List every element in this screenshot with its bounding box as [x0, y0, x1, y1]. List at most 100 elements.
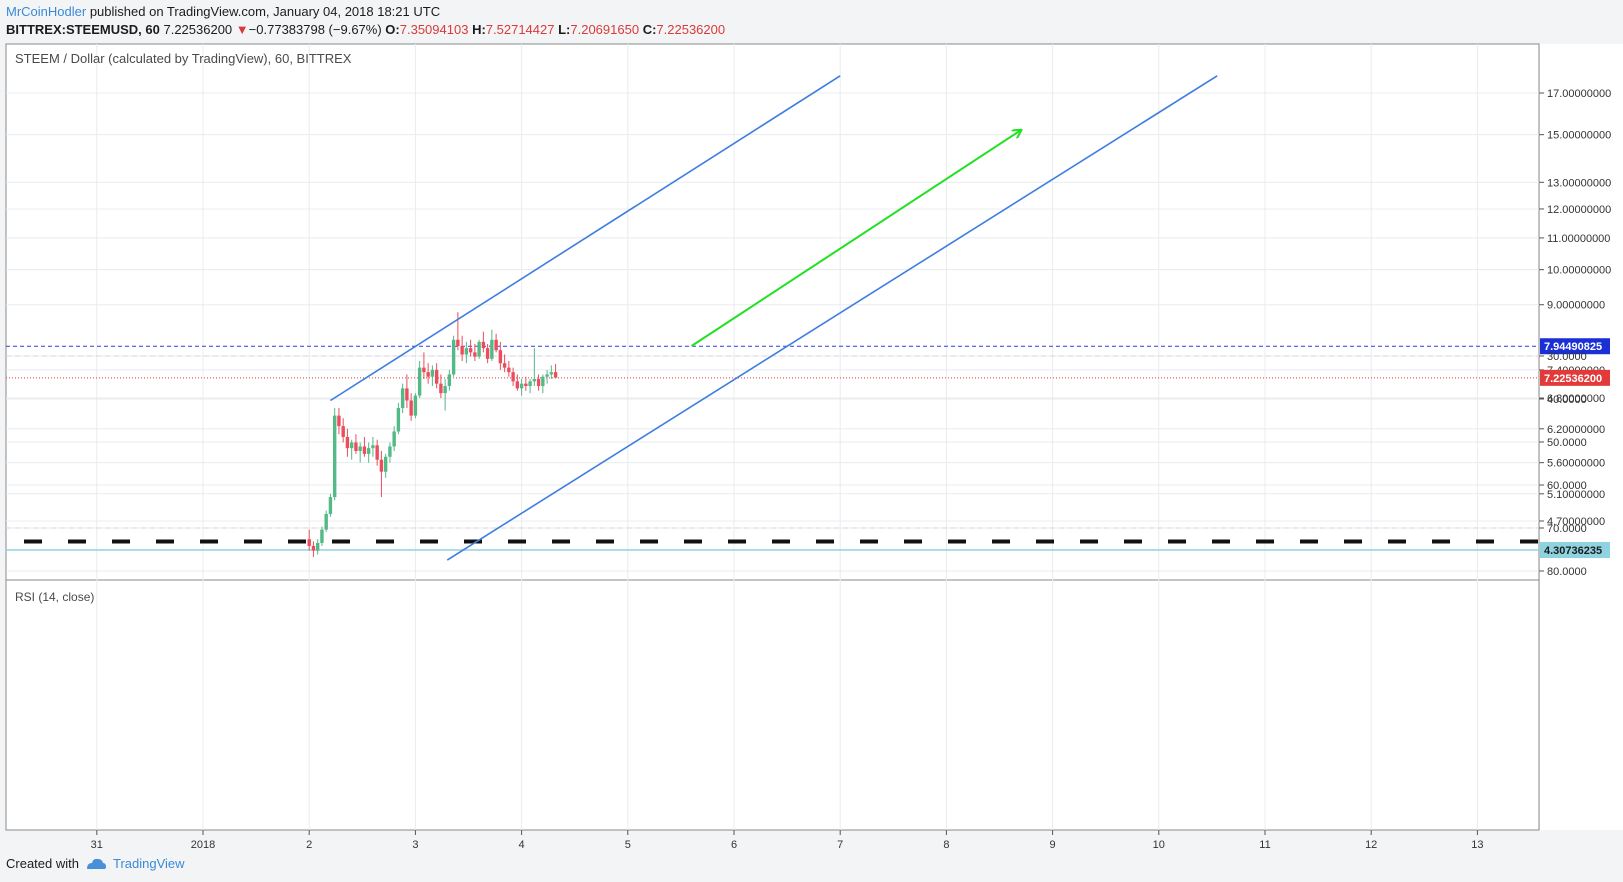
- candle-body[interactable]: [464, 348, 469, 355]
- candle-body[interactable]: [456, 339, 460, 347]
- candle-body[interactable]: [430, 369, 435, 377]
- candle-body[interactable]: [332, 415, 337, 498]
- candle-body[interactable]: [443, 386, 447, 394]
- candle-body[interactable]: [396, 407, 401, 432]
- price-tick-label: 10.00000000: [1547, 265, 1611, 277]
- candle-body[interactable]: [439, 383, 443, 394]
- candle-body[interactable]: [358, 446, 362, 451]
- candle-body[interactable]: [324, 513, 328, 530]
- candle-body[interactable]: [553, 372, 558, 378]
- candle-body[interactable]: [460, 346, 464, 355]
- candle-body[interactable]: [532, 379, 537, 382]
- candle-body[interactable]: [345, 436, 350, 449]
- target-arrow[interactable]: [690, 130, 1021, 347]
- price-axis-bg: [1540, 44, 1623, 830]
- candle-body[interactable]: [507, 367, 511, 373]
- candle-body[interactable]: [354, 442, 358, 451]
- candle-body[interactable]: [366, 448, 371, 454]
- candle-body[interactable]: [490, 339, 494, 359]
- candle-body[interactable]: [549, 372, 554, 375]
- channel-upper-line[interactable]: [330, 75, 841, 402]
- open-value: 7.35094103: [399, 22, 469, 37]
- support-price-tag[interactable]: 4.30736235: [1540, 542, 1610, 559]
- candle-body[interactable]: [528, 381, 532, 387]
- candles[interactable]: [307, 312, 558, 557]
- candle-body[interactable]: [481, 341, 486, 349]
- price-tick-label: 13.00000000: [1547, 177, 1611, 189]
- published-text: published on TradingView.com, January 04…: [89, 4, 441, 19]
- candle-body[interactable]: [388, 446, 392, 457]
- price-tick-label: 5.10000000: [1547, 489, 1605, 501]
- time-tick-label: 10: [1153, 839, 1165, 850]
- resistance-price-tag[interactable]: 7.94490825: [1540, 338, 1610, 355]
- time-tick-label: 2: [306, 839, 312, 850]
- drawings[interactable]: [330, 75, 1218, 561]
- symbol-info-bar: BITTREX:STEEMUSD, 60 7.22536200 ▼−0.7738…: [6, 22, 725, 37]
- support-price-tag-text: 4.30736235: [1544, 545, 1602, 557]
- candle-body[interactable]: [328, 497, 333, 514]
- candle-body[interactable]: [417, 367, 422, 396]
- candle-body[interactable]: [405, 388, 409, 401]
- candle-body[interactable]: [511, 372, 515, 382]
- candle-body[interactable]: [494, 339, 498, 351]
- candle-body[interactable]: [502, 363, 507, 368]
- tradingview-logo-icon: [86, 858, 106, 869]
- low-value: 7.20691650: [570, 22, 640, 37]
- candle-body[interactable]: [379, 459, 384, 472]
- candle-body[interactable]: [362, 446, 367, 454]
- candle-body[interactable]: [541, 376, 545, 387]
- candle-body[interactable]: [392, 431, 396, 447]
- candle-body[interactable]: [413, 395, 418, 416]
- candle-body[interactable]: [434, 369, 439, 384]
- chart-area[interactable]: 17.00000000 15.00000000 13.00000000 12.0000…: [0, 40, 1623, 850]
- candle-body[interactable]: [519, 383, 524, 389]
- candle-body[interactable]: [375, 445, 379, 460]
- candle-body[interactable]: [426, 372, 430, 377]
- main-pane-title: STEEM / Dollar (calculated by TradingVie…: [15, 51, 352, 66]
- candle-body[interactable]: [447, 374, 452, 387]
- horizontal-levels: [6, 345, 1539, 551]
- price-tick-label: 12.00000000: [1547, 204, 1611, 216]
- rsi-axis[interactable]: 80.0000 70.0000 60.0000 50.0000 40.0000 30.00…: [1539, 351, 1587, 578]
- high-value: 7.52714427: [485, 22, 555, 37]
- price-axis[interactable]: 17.00000000 15.00000000 13.00000000 12.0000…: [1539, 88, 1611, 559]
- candle-body[interactable]: [422, 367, 426, 373]
- author-link[interactable]: MrCoinHodler: [6, 4, 87, 19]
- resistance-price-tag-bg: [1540, 338, 1610, 355]
- candle-body[interactable]: [341, 426, 345, 437]
- candle-body[interactable]: [451, 339, 456, 375]
- candle-body[interactable]: [337, 415, 341, 427]
- candle-body[interactable]: [320, 529, 324, 543]
- candle-body[interactable]: [536, 379, 541, 387]
- candle-body[interactable]: [349, 442, 354, 449]
- price-tick-label: 5.60000000: [1547, 458, 1605, 470]
- candle-body[interactable]: [315, 542, 320, 551]
- down-arrow-icon: ▼: [235, 22, 249, 37]
- rsi-tick-label: 40.0000: [1547, 394, 1587, 406]
- candle-body[interactable]: [545, 374, 549, 377]
- candle-body[interactable]: [400, 388, 405, 408]
- candle-body[interactable]: [485, 348, 490, 359]
- candle-body[interactable]: [524, 383, 528, 387]
- candle-body[interactable]: [307, 539, 311, 546]
- candle-body[interactable]: [515, 381, 520, 389]
- time-tick-label: 4: [519, 839, 525, 850]
- time-tick-label: 31: [91, 839, 103, 850]
- price-tick-label: 4.70000000: [1547, 516, 1605, 528]
- candle-body[interactable]: [383, 456, 388, 472]
- candle-body[interactable]: [498, 350, 503, 364]
- rsi-tick-label: 70.0000: [1547, 523, 1587, 535]
- tradingview-brand-link[interactable]: TradingView: [112, 856, 185, 871]
- candle-body[interactable]: [468, 348, 473, 353]
- clipped-drawings: [330, 75, 1218, 561]
- candle-body[interactable]: [311, 545, 316, 551]
- price-tick-label: 9.00000000: [1547, 300, 1605, 312]
- time-axis[interactable]: 31 2018 2 3 4 5 6 7 8 9 10 11 12 13: [91, 830, 1484, 850]
- last-price-tag[interactable]: 7.22536200: [1540, 369, 1610, 386]
- channel-lower-line[interactable]: [446, 75, 1218, 561]
- candle-body[interactable]: [371, 445, 375, 449]
- high-label: H:: [472, 22, 486, 37]
- candle-body[interactable]: [409, 400, 413, 416]
- candle-body[interactable]: [477, 341, 481, 357]
- candle-body[interactable]: [473, 352, 477, 357]
